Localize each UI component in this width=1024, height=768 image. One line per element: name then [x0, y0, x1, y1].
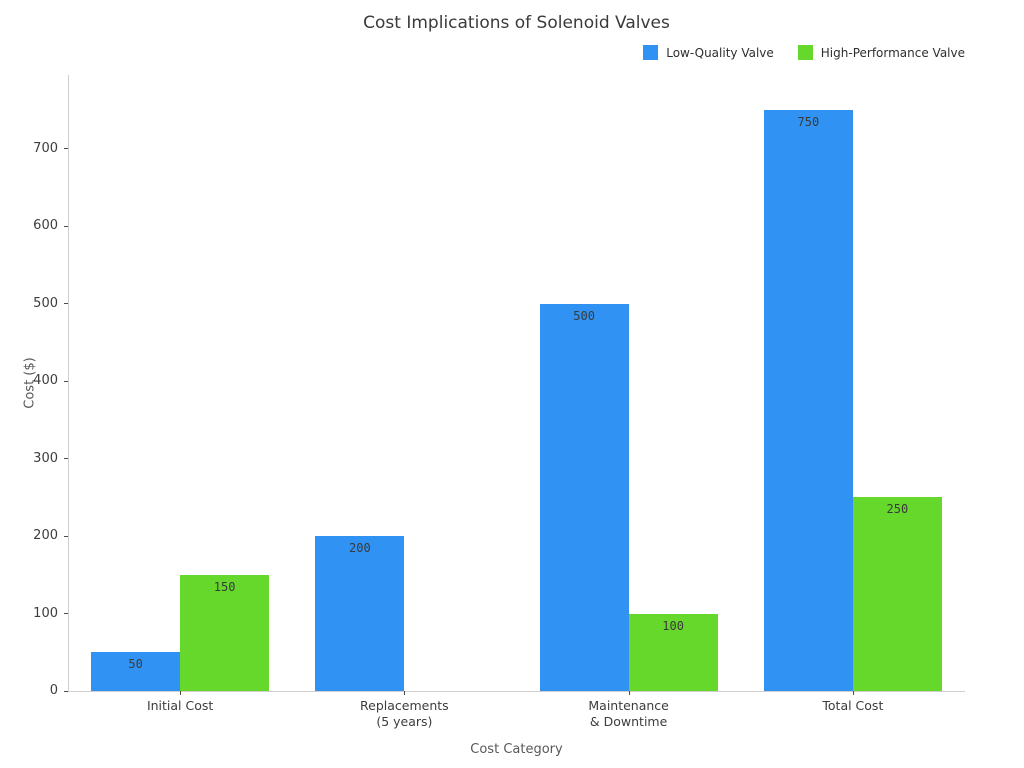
bar-low-quality-valve-maintenance-value: 500: [573, 308, 595, 323]
y-tick-label: 300: [33, 450, 58, 466]
bar-high-performance-valve-total-cost-value: 250: [886, 502, 909, 517]
bar-high-performance-valve-initial-cost: [180, 574, 270, 691]
bar-high-performance-valve-total-cost: [852, 497, 942, 691]
y-tick-mark: [64, 535, 68, 537]
bar-low-quality-valve-initial-cost-value: 50: [128, 657, 143, 672]
bar-low-quality-valve-replacements: [315, 536, 405, 691]
x-tick-mark: [180, 691, 182, 695]
y-tick-label: 600: [33, 218, 58, 234]
y-tick-mark: [64, 303, 68, 305]
y-tick-label: 500: [33, 295, 58, 311]
legend: Low-Quality Valve High-Performance Valve: [643, 45, 965, 60]
x-tick-label-maintenance: Maintenance & Downtime: [588, 698, 669, 729]
x-tick-label-total-cost: Total Cost: [822, 698, 884, 713]
y-tick-mark: [64, 458, 68, 460]
legend-item-high-performance-valve: High-Performance Valve: [797, 45, 965, 60]
y-tick-mark: [64, 690, 68, 692]
bar-low-quality-valve-maintenance: [539, 303, 629, 691]
y-tick-label: 400: [33, 373, 58, 389]
x-tick-label-initial-cost: Initial Cost: [146, 698, 214, 713]
bar-low-quality-valve-replacements-value: 200: [349, 541, 371, 556]
y-tick-mark: [64, 225, 68, 227]
legend-label: Low-Quality Valve: [666, 45, 774, 60]
bar-low-quality-valve-initial-cost: [91, 652, 181, 691]
bar-high-performance-valve-maintenance: [628, 613, 718, 691]
x-axis-line: [68, 691, 965, 692]
x-tick-mark: [404, 691, 406, 695]
x-tick-mark: [628, 691, 630, 695]
y-tick-mark: [64, 148, 68, 150]
legend-item-low-quality-valve: Low-Quality Valve: [643, 45, 774, 60]
legend-swatch-icon: [797, 45, 813, 60]
y-tick-mark: [64, 613, 68, 615]
x-tick-mark: [852, 691, 854, 695]
chart-title: Cost Implications of Solenoid Valves: [363, 13, 670, 33]
x-axis-title: Cost Category: [470, 742, 563, 757]
legend-label: High-Performance Valve: [820, 45, 965, 60]
y-tick-label: 200: [33, 528, 58, 544]
bar-low-quality-valve-total-cost: [763, 109, 853, 691]
bar-low-quality-valve-total-cost-value: 750: [797, 114, 820, 129]
y-tick-label: 0: [49, 683, 58, 698]
y-tick-label: 100: [33, 605, 58, 621]
x-tick-label-replacements: Replacements (5 years): [360, 698, 449, 729]
bar-high-performance-valve-initial-cost-value: 150: [213, 579, 236, 594]
legend-swatch-icon: [643, 45, 659, 60]
y-axis-line: [68, 75, 69, 692]
y-tick-label: 700: [33, 140, 58, 156]
y-tick-mark: [64, 380, 68, 382]
bar-high-performance-valve-maintenance-value: 100: [662, 618, 684, 633]
